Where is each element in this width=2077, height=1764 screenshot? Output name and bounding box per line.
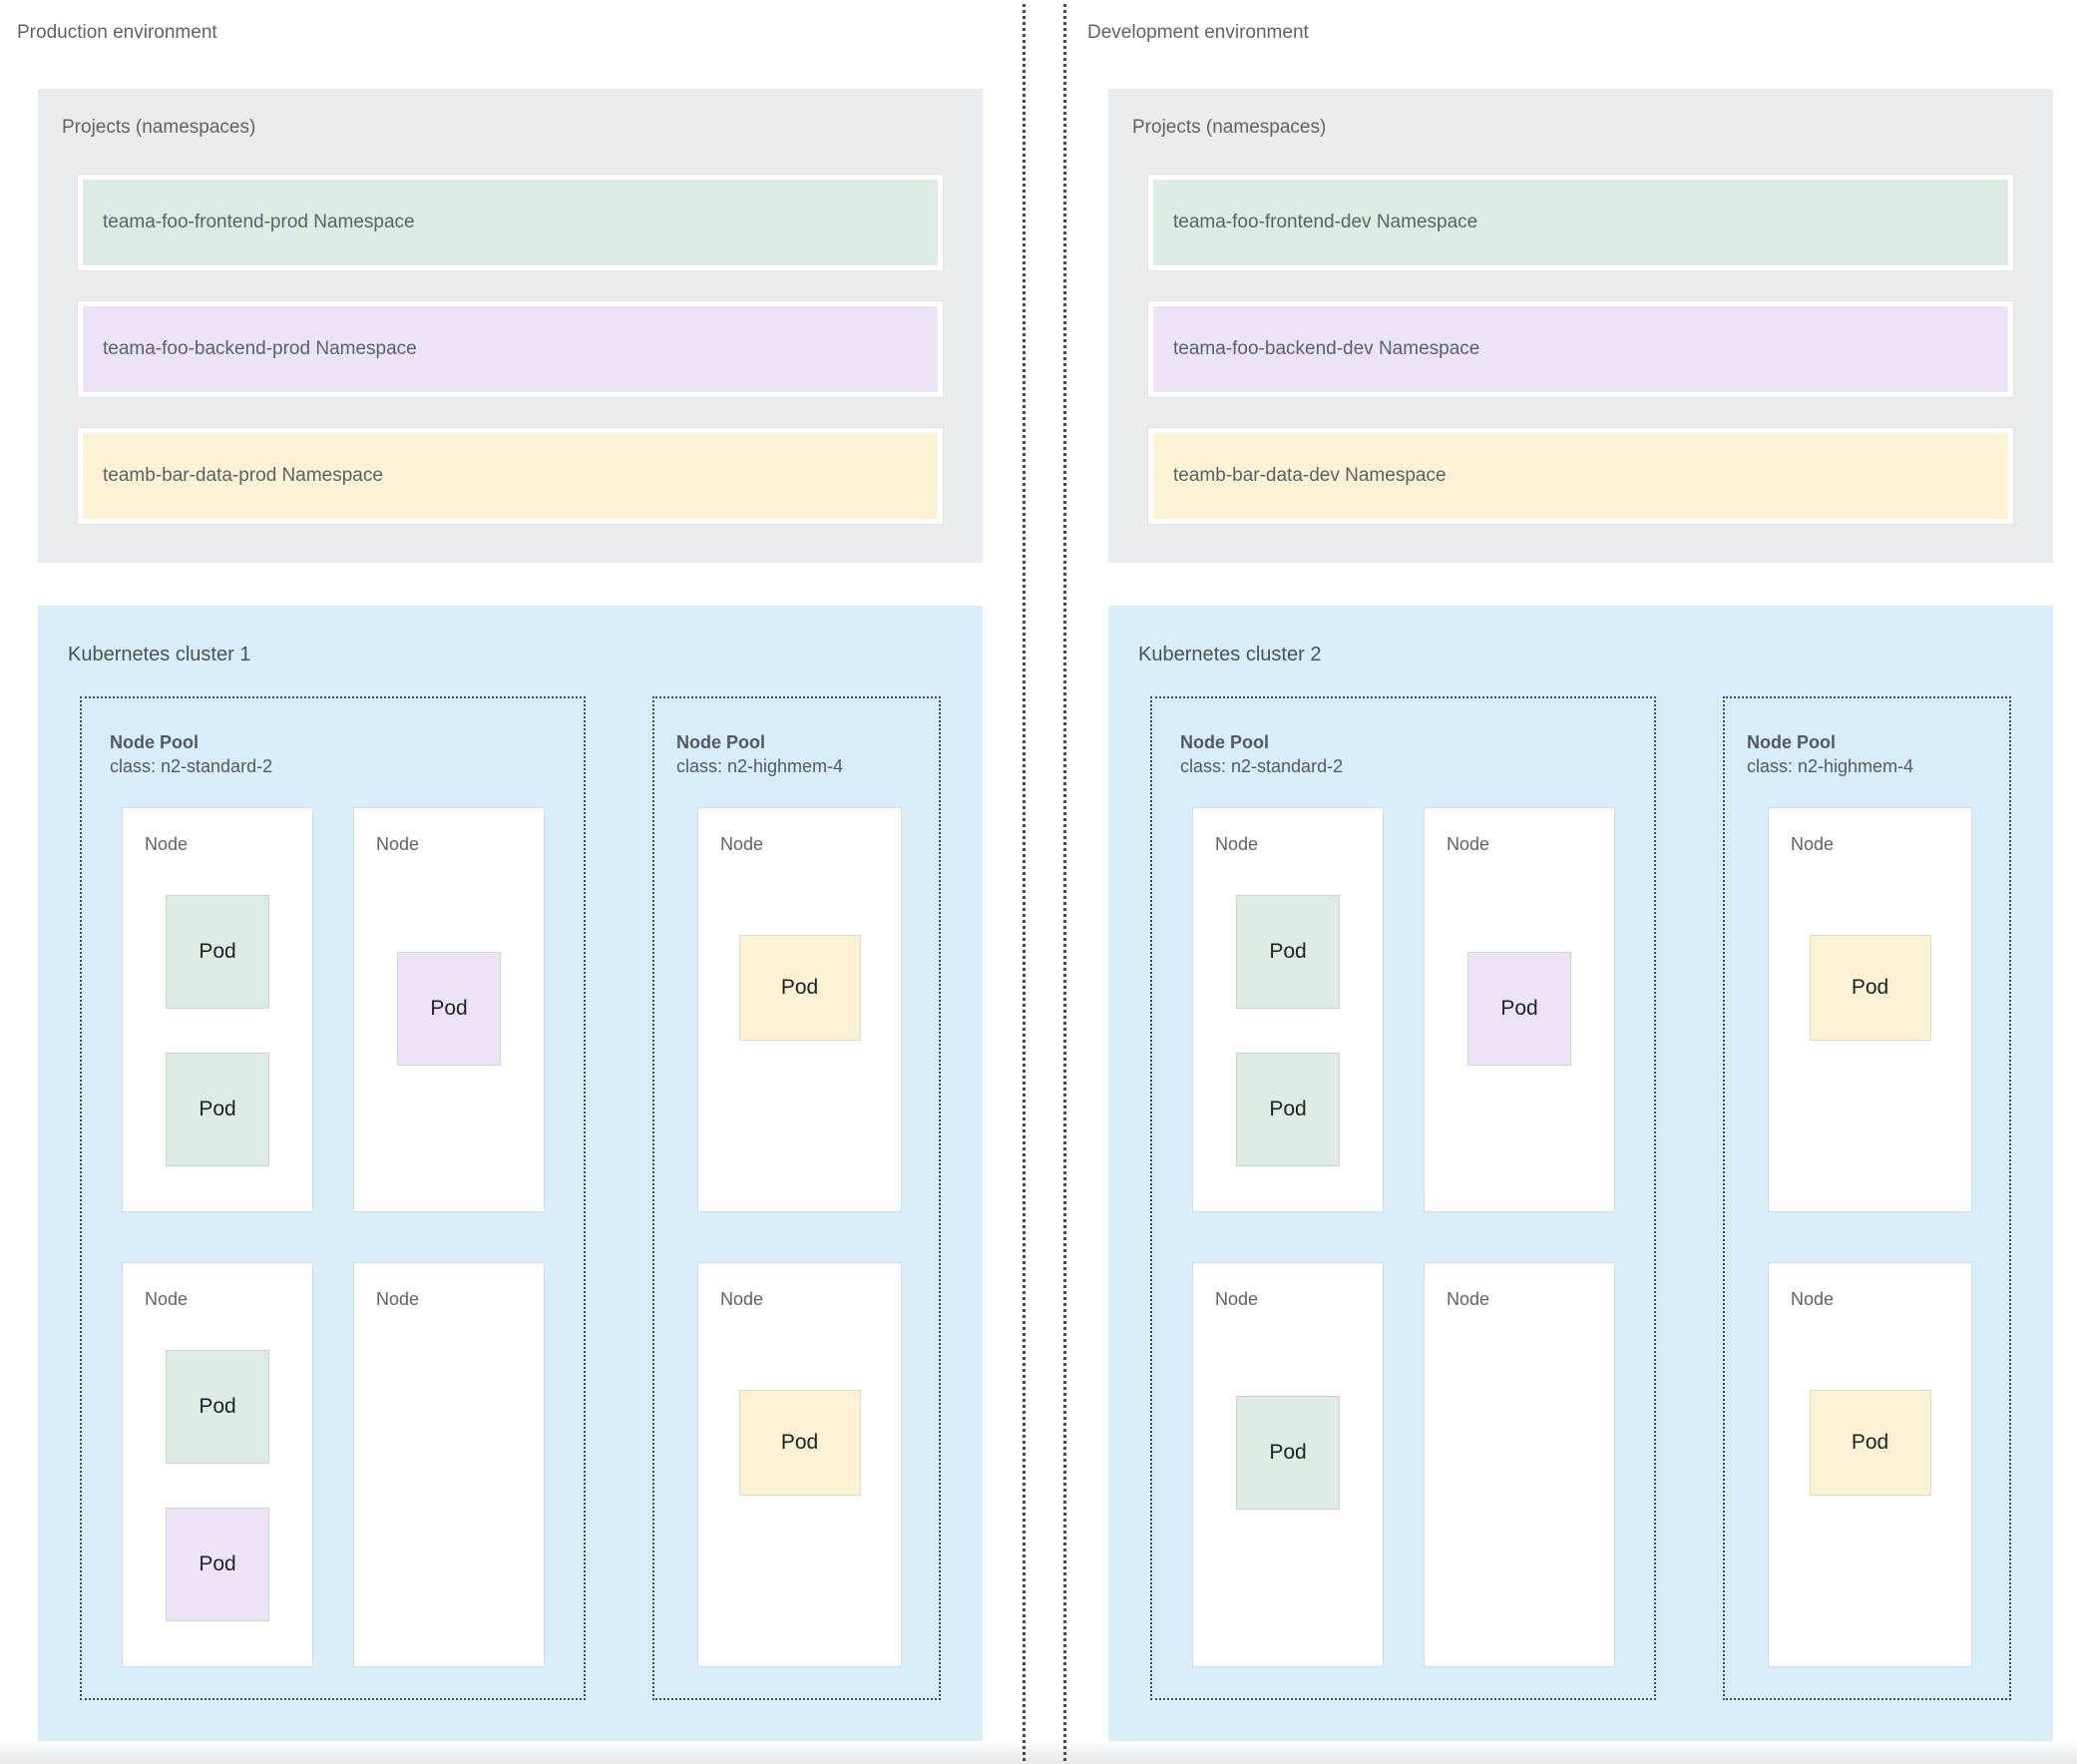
- node-grid: Node Pod Node Pod: [697, 807, 939, 1667]
- node-pool-standard: Node Pool class: n2-standard-2 Node Pod …: [80, 696, 586, 1700]
- node-label: Node: [1215, 1289, 1259, 1309]
- environment-divider-line: [1023, 0, 1026, 1764]
- node-pool-class: class: n2-standard-2: [1180, 756, 1344, 776]
- namespace-bar-frontend-dev: teama-foo-frontend-dev Namespace: [1148, 175, 2013, 270]
- pod: Pod: [1809, 935, 1931, 1041]
- namespace-bar-frontend-prod: teama-foo-frontend-prod Namespace: [78, 175, 943, 270]
- node-pool-standard: Node Pool class: n2-standard-2 Node Pod …: [1150, 696, 1656, 1700]
- node-label: Node: [1447, 834, 1490, 854]
- pod: Pod: [166, 895, 269, 1009]
- node: Node Pod Pod: [122, 807, 313, 1212]
- pod: Pod: [1236, 1053, 1340, 1166]
- node-pool-title: Node Pool: [676, 732, 765, 752]
- node: Node Pod: [697, 807, 902, 1212]
- node-pools-row: Node Pool class: n2-standard-2 Node Pod …: [80, 696, 983, 1700]
- namespace-bar-data-dev: teamb-bar-data-dev Namespace: [1148, 428, 2013, 524]
- node-label: Node: [376, 834, 420, 854]
- node-empty: Node: [353, 1262, 545, 1667]
- node-label: Node: [1791, 1289, 1835, 1309]
- environment-divider-line: [1063, 0, 1066, 1764]
- node-label: Node: [1447, 1289, 1490, 1309]
- namespace-label: teama-foo-backend-dev Namespace: [1173, 338, 1480, 359]
- pod-stack: Pod: [1769, 1390, 1971, 1496]
- node-label: Node: [720, 834, 764, 854]
- environment-label: Production environment: [17, 22, 217, 43]
- node-label: Node: [1791, 834, 1835, 854]
- namespace-label: teama-foo-frontend-prod Namespace: [103, 212, 415, 232]
- namespace-label: teama-foo-frontend-dev Namespace: [1173, 212, 1478, 232]
- node: Node Pod: [1424, 807, 1615, 1212]
- namespace-bar-backend-prod: teama-foo-backend-prod Namespace: [78, 301, 943, 397]
- namespace-label: teamb-bar-data-dev Namespace: [1173, 465, 1447, 486]
- production-environment-section: Production environment Projects (namespa…: [17, 0, 983, 1741]
- pod: Pod: [1236, 895, 1340, 1009]
- node-label: Node: [145, 834, 189, 854]
- cluster-title: Kubernetes cluster 1: [68, 644, 251, 665]
- pod: Pod: [1467, 952, 1571, 1066]
- node-label: Node: [720, 1289, 764, 1309]
- pod-stack: Pod Pod: [1193, 895, 1383, 1166]
- namespace-label: teama-foo-backend-prod Namespace: [103, 338, 417, 359]
- projects-namespaces-box: Projects (namespaces) teama-foo-frontend…: [38, 89, 983, 563]
- projects-title: Projects (namespaces): [1132, 117, 1327, 138]
- pod-stack: Pod: [698, 935, 901, 1041]
- node-pools-row: Node Pool class: n2-standard-2 Node Pod …: [1150, 696, 2053, 1700]
- node: Node Pod: [1768, 1262, 1972, 1667]
- node-label: Node: [145, 1289, 189, 1309]
- pod: Pod: [738, 935, 861, 1041]
- pod: Pod: [166, 1350, 269, 1464]
- pod: Pod: [1809, 1390, 1931, 1496]
- node-pool-title: Node Pool: [1747, 732, 1836, 752]
- pod-stack: Pod: [1769, 935, 1971, 1041]
- pod-stack: Pod Pod: [123, 1350, 312, 1621]
- pod-stack: Pod Pod: [123, 895, 312, 1166]
- node-grid: Node Pod Node Pod: [1768, 807, 2009, 1667]
- pod-stack: Pod: [1193, 1396, 1383, 1510]
- node: Node Pod: [1192, 1262, 1384, 1667]
- node: Node Pod Pod: [122, 1262, 313, 1667]
- pod-stack: Pod: [1425, 952, 1614, 1066]
- node-pool-title: Node Pool: [1180, 732, 1269, 752]
- node: Node Pod: [697, 1262, 902, 1667]
- namespace-label: teamb-bar-data-prod Namespace: [103, 465, 383, 486]
- environment-label: Development environment: [1087, 22, 1309, 43]
- node-empty: Node: [1424, 1262, 1615, 1667]
- node-grid: Node Pod Pod Node Pod: [122, 807, 584, 1667]
- projects-title: Projects (namespaces): [62, 117, 256, 138]
- cluster-title: Kubernetes cluster 2: [1138, 644, 1322, 665]
- node-grid: Node Pod Pod Node Pod: [1192, 807, 1654, 1667]
- node: Node Pod: [1768, 807, 1972, 1212]
- pod-stack: Pod: [698, 1390, 901, 1496]
- pod-stack: Pod: [354, 952, 544, 1066]
- node-pool-highmem: Node Pool class: n2-highmem-4 Node Pod N…: [1723, 696, 2011, 1700]
- kubernetes-cluster-box: Kubernetes cluster 1 Node Pool class: n2…: [38, 606, 983, 1741]
- node-label: Node: [376, 1289, 420, 1309]
- node-pool-class: class: n2-highmem-4: [676, 756, 844, 776]
- node-pool-class: class: n2-highmem-4: [1747, 756, 1914, 776]
- node-pool-title: Node Pool: [110, 732, 199, 752]
- pod: Pod: [1236, 1396, 1340, 1510]
- kubernetes-cluster-box: Kubernetes cluster 2 Node Pool class: n2…: [1108, 606, 2053, 1741]
- pod: Pod: [738, 1390, 861, 1496]
- pod: Pod: [166, 1508, 269, 1621]
- development-environment-section: Development environment Projects (namesp…: [1087, 0, 2053, 1741]
- projects-namespaces-box: Projects (namespaces) teama-foo-frontend…: [1108, 89, 2053, 563]
- pod: Pod: [166, 1053, 269, 1166]
- namespace-bar-backend-dev: teama-foo-backend-dev Namespace: [1148, 301, 2013, 397]
- node: Node Pod: [353, 807, 545, 1212]
- namespace-bar-data-prod: teamb-bar-data-prod Namespace: [78, 428, 943, 524]
- node-label: Node: [1215, 834, 1259, 854]
- node-pool-class: class: n2-standard-2: [110, 756, 273, 776]
- pod: Pod: [397, 952, 501, 1066]
- node: Node Pod Pod: [1192, 807, 1384, 1212]
- node-pool-highmem: Node Pool class: n2-highmem-4 Node Pod N…: [652, 696, 941, 1700]
- bottom-fade-strip: [0, 1741, 2077, 1764]
